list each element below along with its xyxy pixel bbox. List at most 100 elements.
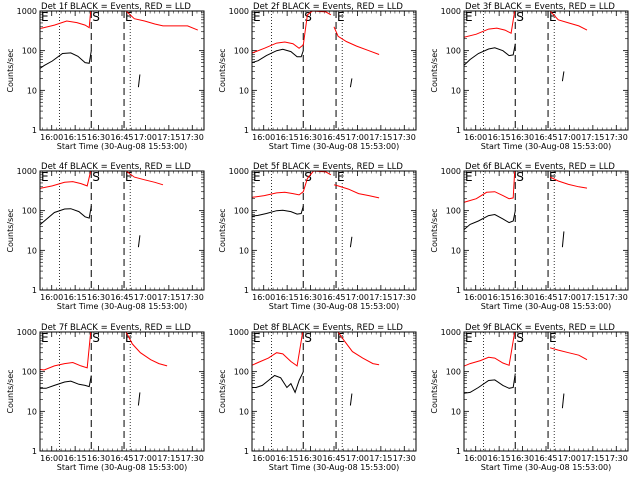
start-marker-label: S — [516, 170, 524, 184]
x-tick-label: 16:00 — [252, 293, 275, 302]
x-tick-label: 17:00 — [558, 133, 581, 142]
y-axis-label: Counts/sec — [6, 48, 15, 92]
x-tick-label: 16:30 — [511, 293, 534, 302]
plot-frame — [251, 10, 417, 131]
y-tick-label: 100 — [446, 47, 461, 56]
y-axis-label: Counts/sec — [6, 208, 15, 252]
y-tick-label: 10 — [451, 86, 461, 95]
events-series-line — [561, 231, 565, 248]
x-tick-label: 16:15 — [276, 454, 299, 463]
end-marker-label: E — [41, 331, 49, 345]
panel-title: Det 8f BLACK = Events, RED = LLD — [253, 323, 403, 333]
end-marker-label: E — [253, 331, 261, 345]
y-tick-label: 1 — [244, 447, 249, 456]
lld-series-line — [464, 332, 516, 367]
lld-series-line — [40, 11, 92, 29]
y-tick-label: 100 — [234, 47, 249, 56]
plot-area — [464, 11, 588, 82]
events-series-line — [252, 205, 304, 217]
x-tick-label: 16:00 — [40, 454, 63, 463]
plot-frame — [39, 170, 205, 291]
x-tick-label: 17:30 — [605, 293, 628, 302]
x-tick-label: 17:15 — [581, 293, 604, 302]
x-tick-label: 17:00 — [346, 454, 369, 463]
y-tick-label: 1 — [244, 126, 249, 135]
x-tick-label: 17:30 — [181, 454, 204, 463]
end-marker-label: E — [465, 170, 473, 184]
panel-title: Det 5f BLACK = Events, RED = LLD — [253, 162, 403, 172]
x-axis-label: Start Time (30-Aug-08 15:53:00) — [57, 463, 188, 472]
y-tick-label: 10 — [27, 246, 37, 255]
x-tick-label: 17:30 — [393, 133, 416, 142]
x-tick-label: 16:15 — [488, 454, 511, 463]
end-marker-label: E — [41, 10, 49, 24]
panel-title: Det 3f BLACK = Events, RED = LLD — [465, 2, 615, 12]
events-series-line — [137, 74, 141, 88]
x-tick-label: 16:45 — [110, 293, 133, 302]
lld-series-line — [549, 11, 588, 31]
x-tick-label: 16:30 — [299, 454, 322, 463]
events-series-line — [464, 210, 516, 231]
x-tick-label: 17:30 — [605, 133, 628, 142]
x-axis-label: Start Time (30-Aug-08 15:53:00) — [269, 302, 400, 311]
plot-frame — [251, 331, 417, 452]
lld-series-line — [252, 332, 304, 367]
x-tick-label: 17:15 — [369, 454, 392, 463]
y-tick-label: 1 — [456, 447, 461, 456]
x-tick-label: 17:15 — [157, 454, 180, 463]
x-tick-label: 16:15 — [488, 133, 511, 142]
end-marker-label: E — [125, 170, 133, 184]
x-tick-label: 16:15 — [488, 293, 511, 302]
x-tick-label: 17:00 — [346, 293, 369, 302]
panel-9: Det 9f BLACK = Events, RED = LLD 1 10 100 10… — [430, 323, 629, 472]
x-tick-label: 16:15 — [64, 454, 87, 463]
y-tick-label: 100 — [234, 207, 249, 216]
y-tick-label: 1000 — [441, 328, 461, 337]
y-tick-label: 1 — [32, 447, 37, 456]
lld-series-line — [549, 176, 588, 189]
y-tick-label: 1 — [456, 286, 461, 295]
x-tick-label: 17:30 — [605, 454, 628, 463]
panel-3: Det 3f BLACK = Events, RED = LLD 1 10 100 10… — [430, 2, 629, 151]
lld-series-line — [337, 332, 380, 366]
y-tick-label: 10 — [451, 407, 461, 416]
x-tick-label: 16:45 — [534, 133, 557, 142]
x-tick-label: 16:30 — [87, 454, 110, 463]
plot-area — [464, 171, 588, 248]
plot-area — [40, 332, 168, 406]
plot-frame — [39, 331, 205, 452]
end-marker-label: E — [549, 170, 557, 184]
x-tick-label: 16:30 — [87, 133, 110, 142]
panel-title: Det 6f BLACK = Events, RED = LLD — [465, 162, 615, 172]
lld-series-line — [125, 171, 164, 186]
x-tick-label: 16:45 — [534, 293, 557, 302]
x-tick-label: 16:00 — [464, 454, 487, 463]
x-tick-label: 16:00 — [464, 293, 487, 302]
y-tick-label: 1000 — [441, 7, 461, 16]
plot-frame — [463, 10, 629, 131]
plot-area — [252, 332, 380, 406]
x-tick-label: 16:15 — [276, 293, 299, 302]
events-series-line — [349, 236, 353, 248]
y-axis-label: Counts/sec — [6, 369, 15, 413]
x-tick-label: 16:45 — [322, 133, 345, 142]
events-series-line — [137, 235, 141, 248]
x-axis-label: Start Time (30-Aug-08 15:53:00) — [481, 142, 612, 151]
lld-series-line — [125, 332, 168, 367]
x-axis-label: Start Time (30-Aug-08 15:53:00) — [57, 302, 188, 311]
plot-frame — [39, 10, 205, 131]
events-series-line — [464, 43, 516, 66]
panel-4: Det 4f BLACK = Events, RED = LLD 1 10 100 10… — [6, 162, 205, 311]
x-tick-label: 16:15 — [64, 133, 87, 142]
x-tick-label: 17:15 — [157, 293, 180, 302]
y-axis-label: Counts/sec — [218, 369, 227, 413]
plot-area — [40, 171, 164, 248]
x-tick-label: 16:15 — [276, 133, 299, 142]
x-tick-label: 17:30 — [393, 293, 416, 302]
x-tick-label: 17:15 — [157, 133, 180, 142]
lld-series-line — [549, 347, 588, 361]
x-tick-label: 16:00 — [40, 293, 63, 302]
start-marker-label: S — [304, 331, 312, 345]
end-marker-label: E — [337, 170, 345, 184]
x-tick-label: 17:15 — [581, 133, 604, 142]
